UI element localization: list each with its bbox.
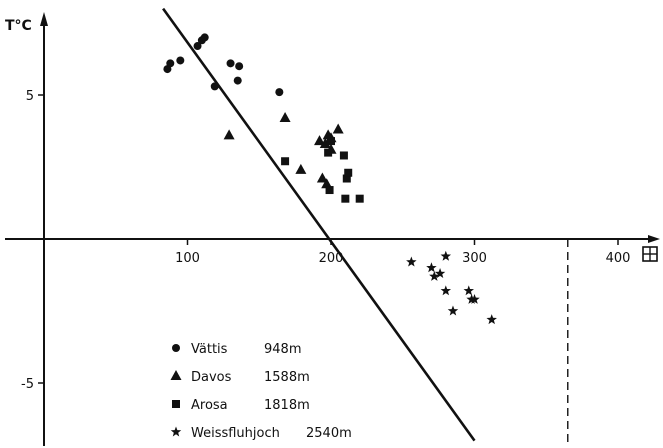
data-point-weissfluhjoch	[469, 293, 480, 304]
data-point-davos	[279, 112, 291, 123]
legend-item-v-ttis: Vättis 948m	[172, 342, 301, 357]
legend-series-elevation: 1588m	[264, 370, 310, 385]
legend-series-elevation: 948m	[264, 342, 301, 357]
data-point-arosa	[281, 157, 290, 166]
y-tick-label: 5	[26, 89, 34, 104]
data-point-arosa	[325, 186, 334, 195]
x-tick-label: 300	[462, 251, 487, 266]
legend-marker-arosa	[172, 400, 180, 408]
data-point-v-ttis	[200, 33, 209, 42]
data-point-davos	[295, 163, 307, 174]
data-point-weissfluhjoch	[486, 314, 497, 325]
x-tick-label: 100	[175, 251, 200, 266]
legend-item-arosa: Arosa 1818m	[172, 398, 310, 413]
legend-series-name: Davos	[191, 370, 232, 385]
legend-series-name: Arosa	[191, 398, 228, 413]
data-point-arosa	[327, 137, 335, 146]
legend-marker-davos	[170, 370, 182, 380]
data-point-davos	[321, 178, 333, 189]
data-point-v-ttis	[235, 62, 244, 71]
legend-series-name: Weissfluhjoch	[191, 426, 280, 441]
data-point-weissfluhjoch	[463, 285, 474, 296]
regression-line	[162, 7, 476, 442]
y-axis-label: T°C	[5, 18, 32, 34]
x-tick-label: 200	[319, 251, 344, 266]
data-point-davos	[314, 135, 326, 146]
axes-group: 100 200 300 400 5 -5 T°C	[5, 12, 660, 446]
data-point-davos	[319, 137, 331, 148]
data-point-v-ttis	[226, 59, 235, 68]
y-tick-label: -5	[21, 377, 34, 392]
fit-line-group	[162, 7, 476, 442]
legend-item-weissfluhjoch: Weissfluhjoch 2540m	[170, 426, 352, 441]
legend-marker-weissfluhjoch	[170, 426, 182, 437]
data-points-group	[163, 33, 497, 325]
legend-series-elevation: 1818m	[264, 398, 310, 413]
data-point-arosa	[355, 194, 364, 203]
data-point-weissfluhjoch	[434, 268, 446, 279]
legend-marker-v-ttis	[172, 344, 180, 352]
data-point-arosa	[339, 151, 348, 160]
data-point-v-ttis	[176, 56, 185, 65]
data-point-davos	[316, 172, 328, 183]
data-point-weissfluhjoch	[447, 305, 459, 316]
legend-series-elevation: 2540m	[306, 426, 352, 441]
data-point-v-ttis	[193, 42, 202, 51]
data-point-v-ttis	[210, 82, 219, 91]
x-tick-label: 400	[606, 251, 631, 266]
data-point-arosa	[344, 168, 353, 177]
legend-series-name: Vättis	[191, 342, 228, 357]
data-point-v-ttis	[166, 59, 175, 68]
data-point-arosa	[341, 194, 350, 203]
data-point-weissfluhjoch	[406, 256, 417, 267]
grid-square-symbol	[642, 246, 658, 262]
data-point-arosa	[324, 148, 333, 157]
data-point-v-ttis	[275, 88, 284, 97]
y-axis-arrow	[40, 12, 48, 26]
x-axis-arrow	[648, 235, 660, 243]
data-point-v-ttis	[233, 76, 242, 85]
legend: Vättis 948m Davos 1588m Arosa 1818m Weissfluhj…	[170, 342, 352, 441]
legend-item-davos: Davos 1588m	[170, 370, 310, 385]
data-point-weissfluhjoch	[440, 250, 452, 261]
data-point-davos	[332, 123, 344, 134]
data-point-arosa	[342, 174, 351, 183]
data-point-weissfluhjoch	[440, 285, 452, 296]
data-point-weissfluhjoch	[426, 262, 437, 273]
data-point-davos	[223, 129, 235, 140]
data-point-weissfluhjoch	[429, 270, 440, 281]
